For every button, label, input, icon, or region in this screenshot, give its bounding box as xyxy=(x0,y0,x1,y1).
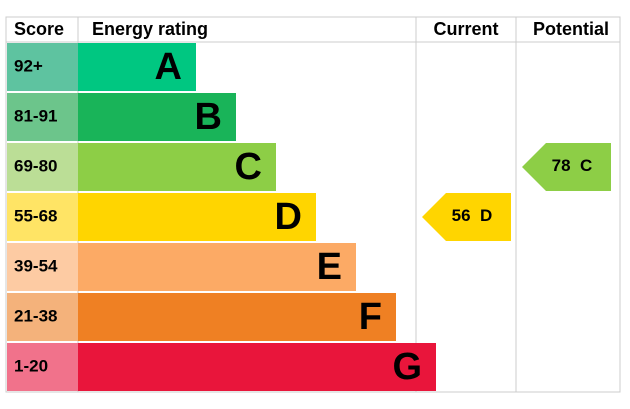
score-label: 81-91 xyxy=(14,106,57,125)
rating-letter: B xyxy=(195,96,222,138)
score-cell xyxy=(7,193,78,241)
score-label: 92+ xyxy=(14,56,43,75)
rating-value: 78 xyxy=(552,156,571,175)
score-cell xyxy=(7,43,78,91)
rating-letter: D xyxy=(480,206,492,225)
rating-arrow-label: 56 D xyxy=(452,206,493,225)
header-rating: Energy rating xyxy=(92,19,208,39)
rating-letter: C xyxy=(235,146,262,188)
score-label: 1-20 xyxy=(14,356,48,375)
rating-arrow-label: 78 C xyxy=(552,156,593,175)
rating-bar xyxy=(78,143,276,191)
rating-bar xyxy=(78,343,436,391)
score-cell xyxy=(7,293,78,341)
rating-arrow xyxy=(522,143,611,191)
rating-letter: A xyxy=(155,46,182,88)
score-label: 21-38 xyxy=(14,306,57,325)
header-score: Score xyxy=(14,19,64,39)
rating-bar xyxy=(78,243,356,291)
rating-arrow xyxy=(422,193,511,241)
rating-bar xyxy=(78,293,396,341)
score-cell xyxy=(7,93,78,141)
score-cell xyxy=(7,343,78,391)
header-current: Current xyxy=(433,19,498,39)
header-potential: Potential xyxy=(533,19,609,39)
rating-letter: E xyxy=(317,246,342,288)
rating-letter: D xyxy=(275,196,302,238)
score-label: 55-68 xyxy=(14,206,57,225)
score-label: 39-54 xyxy=(14,256,58,275)
rating-letter: C xyxy=(580,156,592,175)
rating-bar xyxy=(78,43,196,91)
score-cell xyxy=(7,143,78,191)
score-label: 69-80 xyxy=(14,156,57,175)
rating-bar xyxy=(78,193,316,241)
rating-bar xyxy=(78,93,236,141)
rating-letter: F xyxy=(359,296,382,338)
score-cell xyxy=(7,243,78,291)
rating-letter: G xyxy=(392,346,422,388)
rating-value: 56 xyxy=(452,206,471,225)
